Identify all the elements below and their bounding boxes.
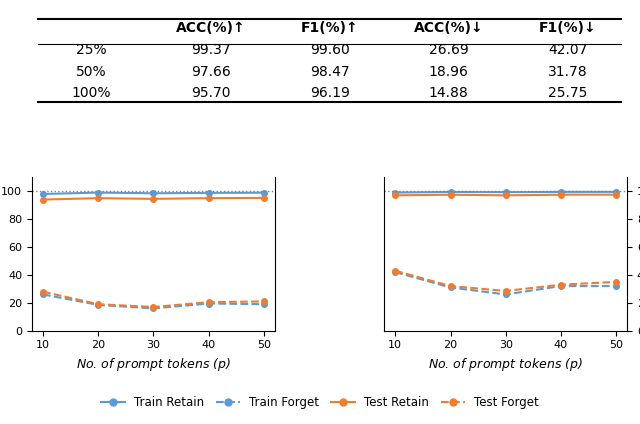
X-axis label: No. of prompt tokens ($p$): No. of prompt tokens ($p$): [76, 356, 231, 373]
X-axis label: No. of prompt tokens ($p$): No. of prompt tokens ($p$): [428, 356, 583, 373]
Legend: Train Retain, Train Forget, Test Retain, Test Forget: Train Retain, Train Forget, Test Retain,…: [97, 391, 543, 414]
